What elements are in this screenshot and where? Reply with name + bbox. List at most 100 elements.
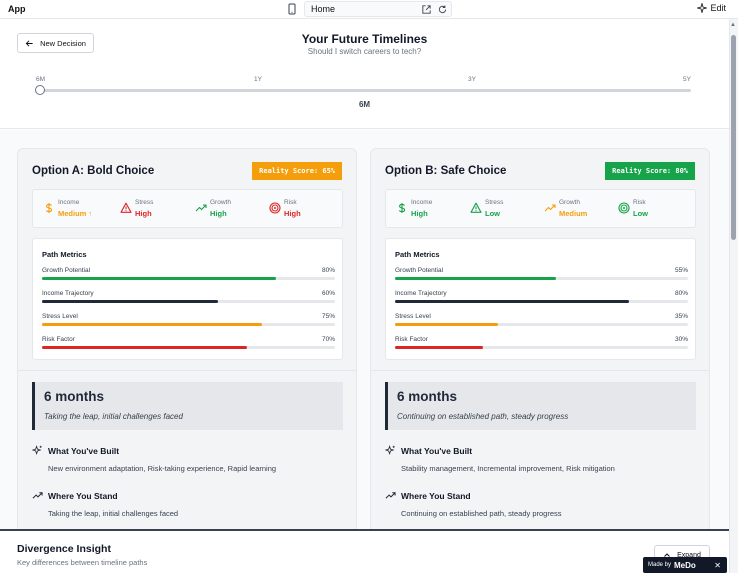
- metric-label: Stress Level: [395, 313, 431, 320]
- metrics-title: Path Metrics: [42, 250, 87, 259]
- stat-value: Low: [485, 209, 500, 218]
- metric-bar-fill: [42, 277, 277, 280]
- timeline-slider-thumb[interactable]: [35, 85, 45, 95]
- trending-up-icon: [385, 492, 396, 499]
- scroll-up-arrow-icon[interactable]: ▲: [730, 22, 736, 28]
- timeline-slider[interactable]: [36, 89, 691, 92]
- trending-up-icon: [195, 204, 207, 212]
- scrollbar[interactable]: [729, 19, 738, 573]
- comparison-area: Option A: Bold Choice Reality Score: 65%…: [0, 130, 729, 538]
- metric-bar-track: [395, 323, 688, 326]
- chevron-up-icon: [664, 553, 670, 557]
- stat-label: Risk: [284, 199, 297, 206]
- page-subtitle: Should I switch careers to tech?: [307, 47, 422, 56]
- timeline-selected-value: 6M: [358, 100, 371, 109]
- stat-label: Growth: [559, 199, 580, 206]
- metric-label: Stress Level: [42, 313, 78, 320]
- option-b-card: Option B: Safe Choice Reality Score: 80%…: [370, 148, 710, 538]
- timeline-tick-1y: 1Y: [254, 76, 262, 83]
- metric-stress-level: Stress Level 75%: [42, 313, 335, 327]
- option-title: Option B: Safe Choice: [385, 165, 507, 177]
- card-divider: [371, 370, 709, 371]
- metric-value: 55%: [674, 267, 688, 274]
- address-text: Home: [311, 4, 336, 14]
- built-text: New environment adaptation, Risk-taking …: [48, 464, 277, 473]
- built-heading: What You've Built: [32, 445, 119, 456]
- period-title: 6 months: [44, 389, 105, 404]
- stat-label: Income: [411, 199, 433, 206]
- stand-text: Continuing on established path, steady p…: [401, 509, 562, 518]
- metric-value: 35%: [674, 313, 688, 320]
- stat-label: Stress: [135, 199, 154, 206]
- metric-risk-factor: Risk Factor 70%: [42, 336, 335, 350]
- metric-income-trajectory: Income Trajectory 60%: [42, 290, 335, 304]
- metric-bar-fill: [395, 300, 630, 303]
- option-a-card: Option A: Bold Choice Reality Score: 65%…: [17, 148, 357, 538]
- metric-bar-fill: [42, 300, 218, 303]
- period-callout: 6 months Taking the leap, initial challe…: [32, 382, 343, 430]
- stat-value: High: [411, 209, 428, 218]
- target-icon: [618, 202, 630, 214]
- metric-bar-track: [42, 277, 335, 280]
- medo-logo: MeDo: [674, 560, 696, 570]
- reload-icon[interactable]: [437, 4, 448, 15]
- period-description: Taking the leap, initial challenges face…: [44, 412, 183, 421]
- metric-stress-level: Stress Level 35%: [395, 313, 688, 327]
- metric-bar-fill: [395, 277, 557, 280]
- divergence-subtitle: Key differences between timeline paths: [17, 558, 148, 567]
- edit-button[interactable]: Edit: [697, 3, 726, 13]
- metric-bar-fill: [42, 346, 248, 349]
- metric-label: Risk Factor: [42, 336, 75, 343]
- stat-value: Low: [633, 209, 648, 218]
- scrollbar-thumb[interactable]: [731, 35, 736, 240]
- metric-growth-potential: Growth Potential 80%: [42, 267, 335, 281]
- stand-heading: Where You Stand: [32, 490, 118, 501]
- path-metrics-panel: Path Metrics Growth Potential 55% Income…: [385, 238, 696, 360]
- timeline-tick-6m: 6M: [36, 76, 46, 83]
- stat-label: Income: [58, 199, 80, 206]
- metric-value: 60%: [321, 290, 335, 297]
- metric-bar-track: [42, 346, 335, 349]
- app-bar: App Home Edit: [0, 0, 738, 19]
- new-decision-label: New Decision: [40, 38, 86, 48]
- built-heading: What You've Built: [385, 445, 472, 456]
- sparkles-icon: [385, 445, 395, 456]
- metric-value: 80%: [674, 290, 688, 297]
- path-metrics-panel: Path Metrics Growth Potential 80% Income…: [32, 238, 343, 360]
- timeline-tick-5y: 5Y: [683, 76, 691, 83]
- close-icon[interactable]: ✕: [714, 560, 721, 570]
- metric-risk-factor: Risk Factor 30%: [395, 336, 688, 350]
- warning-icon: [470, 202, 482, 213]
- address-bar[interactable]: Home: [304, 1, 452, 17]
- new-decision-button[interactable]: New Decision: [17, 33, 94, 53]
- stat-value: High: [210, 209, 227, 218]
- open-external-icon[interactable]: [421, 4, 432, 15]
- trending-up-icon: [32, 492, 43, 499]
- dollar-icon: [45, 203, 53, 213]
- mobile-device-icon[interactable]: [286, 3, 298, 15]
- stat-value: High: [284, 209, 301, 218]
- edit-label: Edit: [710, 3, 726, 13]
- metric-value: 30%: [674, 336, 688, 343]
- stat-label: Growth: [210, 199, 231, 206]
- sparkles-icon: [32, 445, 42, 456]
- metric-bar-track: [42, 323, 335, 326]
- stat-label: Stress: [485, 199, 504, 206]
- built-text: Stability management, Incremental improv…: [401, 464, 615, 473]
- metric-label: Risk Factor: [395, 336, 428, 343]
- metric-bar-fill: [395, 323, 498, 326]
- reality-score-badge: Reality Score: 80%: [605, 162, 695, 180]
- stand-heading-text: Where You Stand: [48, 490, 118, 501]
- period-callout: 6 months Continuing on established path,…: [385, 382, 696, 430]
- metric-bar-track: [395, 300, 688, 303]
- trending-up-icon: [544, 204, 556, 212]
- metric-bar-track: [42, 300, 335, 303]
- metric-growth-potential: Growth Potential 55%: [395, 267, 688, 281]
- period-title: 6 months: [397, 389, 458, 404]
- made-by-badge[interactable]: Made by MeDo ✕: [643, 557, 727, 573]
- stats-row: Income Medium ↑ Stress High Growth High …: [32, 189, 343, 228]
- page-title: Your Future Timelines: [301, 32, 428, 46]
- stand-text: Taking the leap, initial challenges face…: [48, 509, 179, 518]
- warning-icon: [120, 202, 132, 213]
- stat-value: Medium ↑: [58, 209, 93, 218]
